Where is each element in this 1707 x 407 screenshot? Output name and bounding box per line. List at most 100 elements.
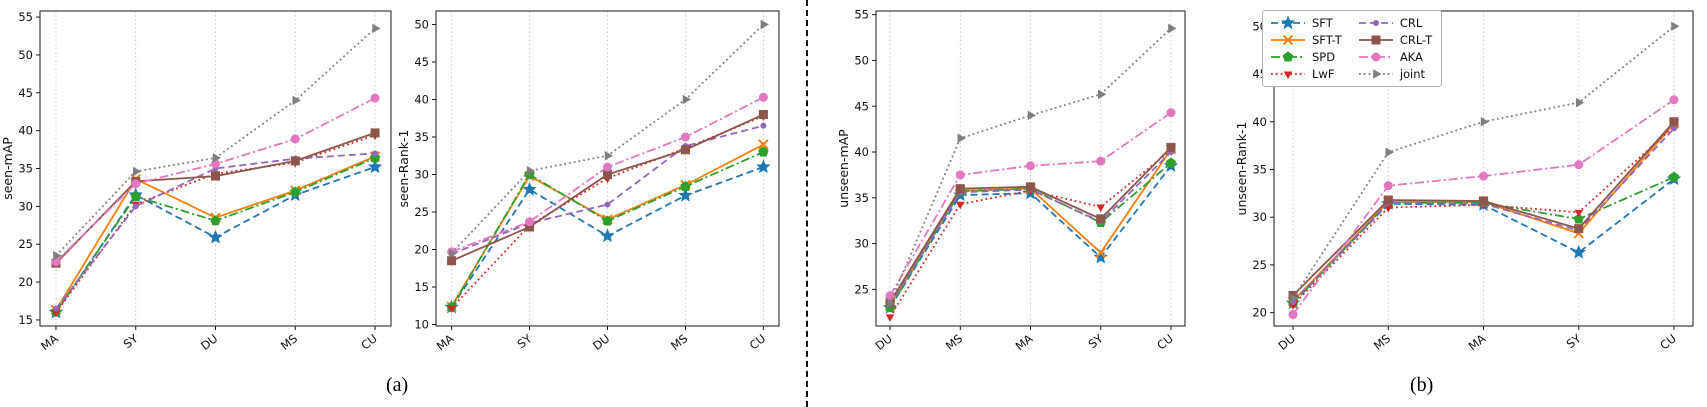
y-tick-label: 50	[854, 53, 869, 67]
y-tick-label: 25	[414, 205, 429, 219]
legend-item-SFT: SFT	[1270, 16, 1342, 30]
series-CRL-T-marker-square-icon	[1479, 196, 1488, 206]
series-joint-marker-triangle-right-icon	[887, 298, 896, 308]
series-SFT-T-marker-x-icon	[758, 139, 769, 150]
series-CRL-T-marker-square-icon	[1574, 224, 1584, 234]
series-LwF-marker-triangle-down-icon	[1574, 209, 1584, 218]
chart-unseen-mAP: 25 30 35 40 45 50 55 DU MS MA SY CU unseen-mAP	[836, 8, 1186, 353]
y-tick-label: 50	[18, 48, 33, 62]
series-CRL-T-marker-square-icon	[211, 171, 220, 181]
series-CRL-marker-circle-icon	[132, 203, 139, 210]
x-tick-label-MA: MA	[434, 331, 457, 353]
series-LwF-marker-triangle-down-icon	[447, 305, 456, 313]
y-tick-label: 45	[18, 86, 33, 100]
series-joint-marker-triangle-right-icon	[292, 95, 301, 106]
series-LwF-marker-triangle-down-icon	[955, 201, 965, 210]
legend-sample-CRL-T	[1358, 35, 1393, 45]
x-tick-label-SY: SY	[1086, 331, 1107, 351]
y-tick-label: 15	[18, 313, 33, 327]
series-LwF-marker-triangle-down-icon	[1288, 302, 1298, 310]
legend: SFT CRL SFT-T CRL-T SPD AKA LwF joint	[1262, 10, 1443, 87]
series-SPD-marker-pentagon-icon	[369, 152, 381, 163]
series-SFT-marker-star-icon	[600, 228, 615, 243]
legend-label-SPD: SPD	[1312, 50, 1336, 64]
series-CRL-T-marker-square-icon	[603, 170, 612, 179]
series-CRL-T-marker-square-icon	[680, 145, 690, 155]
series-SFT-marker-star-icon	[756, 159, 771, 174]
series-CRL-marker-circle-icon	[52, 305, 59, 312]
series-SPD-marker-pentagon-icon	[1165, 157, 1177, 168]
series-joint-marker-triangle-right-icon	[1290, 293, 1299, 304]
series-AKA-marker-circle-icon	[1096, 156, 1106, 166]
legend-item-SPD: SPD	[1270, 50, 1342, 64]
series-joint-marker-triangle-right-icon	[604, 150, 613, 161]
series-joint-marker-triangle-right-icon	[1097, 89, 1107, 100]
x-tick-label-DU: DU	[590, 331, 612, 353]
x-tick-label-CU: CU	[747, 331, 769, 352]
legend-label-SFT-T: SFT-T	[1312, 33, 1342, 47]
series-AKA-marker-circle-icon	[1026, 161, 1035, 171]
y-tick-label: 55	[18, 10, 33, 24]
y-tick-label: 45	[414, 55, 429, 69]
series-joint-marker-triangle-right-icon	[1168, 23, 1177, 34]
y-tick-label: 20	[18, 275, 33, 289]
series-joint-marker-triangle-right-icon	[760, 19, 769, 30]
series-SPD-marker-pentagon-icon	[130, 191, 141, 201]
y-tick-label: 20	[1252, 306, 1267, 320]
series-joint-marker-triangle-right-icon	[957, 133, 966, 144]
chart-panel-unseen-map: 25 30 35 40 45 50 55 DU MS MA SY CU unseen-mAP	[836, 2, 1194, 374]
chart-panel-unseen-rank1: 20 25 30 35 40 45 50 DU MS MA SY CU unseen-Rank-1	[1234, 2, 1702, 374]
legend-CRL-marker-circle-icon	[1372, 20, 1379, 26]
series-SPD-marker-pentagon-icon	[1668, 171, 1680, 182]
x-tick-label-MA: MA	[1013, 331, 1036, 353]
legend-label-CRL-T: CRL-T	[1399, 33, 1433, 47]
x-tick-label-SY: SY	[121, 331, 142, 351]
x-tick-label-DU: DU	[198, 331, 220, 353]
series-CRL-T-marker-square-icon	[758, 110, 768, 119]
x-tick-label-MA: MA	[38, 331, 61, 353]
legend-label-AKA: AKA	[1399, 50, 1423, 64]
series-CRL-T-marker-square-icon	[1383, 195, 1393, 205]
series-SFT-T-marker-x-icon	[1095, 247, 1106, 258]
series-AKA-marker-circle-icon	[1669, 95, 1679, 105]
y-tick-label: 35	[1252, 162, 1267, 176]
series-LwF-marker-triangle-down-icon	[885, 314, 895, 322]
series-SFT-marker-star-icon	[1571, 245, 1586, 259]
series-LwF-marker-triangle-down-icon	[1096, 204, 1106, 212]
series-SPD-marker-pentagon-icon	[602, 215, 613, 226]
series-SPD-marker-pentagon-icon	[290, 186, 301, 197]
caption-b: (b)	[1410, 374, 1434, 396]
series-AKA-marker-circle-icon	[525, 217, 535, 227]
legend-sample-SPD	[1271, 51, 1305, 62]
y-tick-label: 30	[18, 199, 33, 213]
legend-SPD-marker-pentagon-icon	[1282, 51, 1294, 62]
x-tick-label-CU: CU	[1154, 331, 1176, 352]
series-CRL-T-marker-square-icon	[525, 222, 535, 232]
y-tick-label: 35	[414, 130, 429, 144]
series-AKA-marker-circle-icon	[758, 92, 768, 102]
series-joint-marker-triangle-right-icon	[1027, 110, 1036, 121]
series-CRL-T-marker-square-icon	[1669, 117, 1679, 127]
series-CRL-marker-circle-icon	[760, 122, 767, 129]
series-SFT-marker-star-icon	[208, 229, 223, 244]
series-line-CRL	[1292, 127, 1675, 303]
series-joint-marker-triangle-right-icon	[1385, 147, 1394, 158]
y-tick-label: 40	[1252, 115, 1267, 129]
y-tick-label: 15	[414, 280, 429, 294]
legend-LwF-marker-triangle-down-icon	[1283, 71, 1293, 79]
y-axis-label: seen-mAP	[0, 137, 15, 200]
series-SFT-marker-star-icon	[678, 188, 693, 202]
legend-item-joint: joint	[1358, 67, 1432, 81]
series-SPD-marker-pentagon-icon	[680, 181, 691, 191]
series-joint-marker-triangle-right-icon	[372, 23, 381, 34]
series-SFT-marker-star-icon	[522, 182, 537, 196]
legend-label-CRL: CRL	[1399, 16, 1423, 30]
x-tick-label-SY: SY	[514, 331, 535, 351]
y-tick-label: 45	[854, 99, 869, 113]
series-AKA-marker-circle-icon	[1479, 171, 1488, 181]
y-axis-label: unseen-mAP	[836, 129, 851, 208]
series-AKA-marker-circle-icon	[131, 179, 141, 189]
series-AKA-marker-circle-icon	[955, 170, 965, 180]
y-tick-label: 40	[414, 93, 429, 107]
